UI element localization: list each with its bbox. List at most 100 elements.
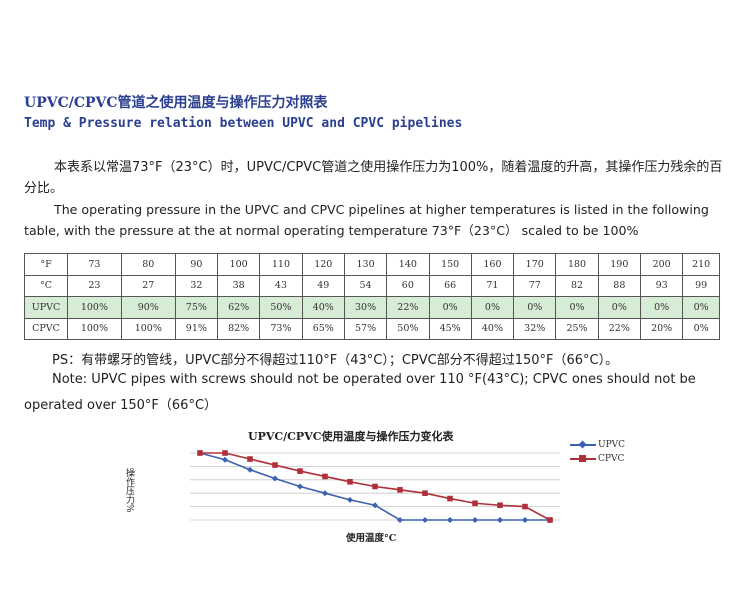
table-cell: 32 — [174, 274, 219, 297]
data-point-upvc — [247, 466, 253, 473]
table-cell: 82 — [555, 274, 599, 297]
intro-paragraph-cn: 本表系以常温73°F（23°C）时，UPVC/CPVC管道之使用操作压力为100… — [24, 160, 723, 196]
row-fahrenheit: °F 73 80 90 100 110 120 130 140 150 160 170 180 190 20… — [24, 253, 720, 276]
table-cell: 60 — [386, 274, 430, 297]
table-cell: 20% — [639, 317, 684, 340]
note-line-1: Note: UPVC pipes with screws should not … — [52, 372, 696, 387]
table-cell: 150 — [428, 253, 472, 276]
data-point-upvc — [297, 483, 303, 490]
table-cell: 54 — [343, 274, 388, 297]
table-cell: 80 — [120, 253, 176, 276]
table-cell: 0% — [682, 317, 720, 340]
table-cell: 22% — [386, 296, 430, 319]
page-title-en: Temp & Pressure relation between UPVC an… — [24, 116, 463, 131]
table-cell: 25% — [555, 317, 599, 340]
table-cell: 45% — [428, 317, 472, 340]
data-point-cpvc — [372, 483, 378, 490]
legend-item-upvc: UPVC — [570, 438, 625, 452]
data-point-cpvc — [547, 517, 553, 523]
table-cell: 50% — [259, 296, 303, 319]
data-point-cpvc — [422, 490, 428, 496]
table-cell: 0% — [513, 296, 557, 319]
table-cell: 0% — [597, 296, 641, 319]
table-cell: 22% — [597, 317, 641, 340]
data-point-upvc — [447, 517, 453, 523]
data-point-cpvc — [397, 487, 403, 493]
data-point-cpvc — [222, 450, 228, 456]
intro-paragraph-en: The operating pressure in the UPVC and C… — [24, 202, 709, 238]
table-cell: 100% — [67, 296, 122, 319]
table-cell: 0% — [555, 296, 599, 319]
table-cell: 50% — [386, 317, 430, 340]
data-point-cpvc — [497, 502, 503, 509]
table-cell: 99 — [682, 274, 720, 297]
table-cell: 110 — [259, 253, 303, 276]
table-cell: 0% — [470, 296, 515, 319]
table-cell: 73 — [67, 253, 122, 276]
table-cell: 71 — [470, 274, 515, 297]
table-cell: 0% — [639, 296, 684, 319]
data-point-cpvc — [447, 495, 453, 502]
table-cell: 90% — [120, 296, 176, 319]
table-cell: 82% — [217, 317, 261, 340]
table-cell: 49 — [301, 274, 345, 297]
data-point-upvc — [272, 475, 278, 482]
ps-note: PS：有带螺牙的管线，UPVC部分不得超过110°F（43°C）；CPVC部分不… — [52, 353, 619, 368]
table-cell: 100 — [217, 253, 261, 276]
data-point-cpvc — [272, 462, 278, 468]
table-cell: 0% — [428, 296, 472, 319]
data-point-cpvc — [247, 456, 253, 462]
table-cell: 160 — [470, 253, 515, 276]
legend-label-cpvc: CPVC — [598, 454, 625, 464]
table-cell: 43 — [259, 274, 303, 297]
legend-swatch-upvc — [570, 440, 596, 450]
table-cell: 120 — [301, 253, 345, 276]
page-title-cn: UPVC/CPVC管道之使用温度与操作压力对照表 — [24, 95, 328, 111]
data-point-upvc — [222, 456, 228, 463]
table-cell: 75% — [174, 296, 219, 319]
data-point-upvc — [322, 490, 328, 497]
table-cell: 210 — [682, 253, 720, 276]
table-cell: 65% — [301, 317, 345, 340]
data-point-upvc — [522, 517, 528, 523]
chart-x-axis-label: 使用温度°C — [346, 533, 397, 544]
row-label: UPVC — [24, 296, 68, 319]
data-point-upvc — [372, 502, 378, 509]
table-cell: 62% — [217, 296, 261, 319]
table-cell: 200 — [639, 253, 684, 276]
data-point-cpvc — [347, 479, 353, 485]
legend-label-upvc: UPVC — [598, 440, 626, 450]
row-celsius: °C 23 27 32 38 43 49 54 60 66 71 77 82 88 93 99 — [24, 274, 720, 297]
row-label: CPVC — [24, 317, 68, 340]
table-cell: 190 — [597, 253, 641, 276]
table-cell: 57% — [343, 317, 388, 340]
table-cell: 27 — [120, 274, 176, 297]
chart-title: UPVC/CPVC使用温度与操作压力变化表 — [248, 430, 454, 443]
data-point-upvc — [347, 496, 353, 503]
table-cell: 180 — [555, 253, 599, 276]
table-cell: 38 — [217, 274, 261, 297]
chart-legend: UPVC CPVC — [570, 438, 625, 466]
table-cell: 140 — [386, 253, 430, 276]
legend-swatch-cpvc — [570, 454, 596, 464]
note-line-2: operated over 150°F（66°C） — [24, 398, 218, 413]
data-point-upvc — [397, 517, 403, 523]
table-cell: 88 — [597, 274, 641, 297]
table-cell: 130 — [343, 253, 388, 276]
chart-y-axis-label: 操作压力% — [124, 468, 134, 513]
table-cell: 91% — [174, 317, 219, 340]
data-point-cpvc — [472, 500, 478, 507]
table-cell: 32% — [513, 317, 557, 340]
table-cell: 40% — [470, 317, 515, 340]
row-cpvc: CPVC 100% 100% 91% 82% 73% 65% 57% 50% 45% 40% 32% 2… — [24, 317, 720, 340]
data-point-cpvc — [522, 503, 528, 510]
data-point-cpvc — [197, 450, 203, 456]
table-cell: 73% — [259, 317, 303, 340]
data-point-cpvc — [297, 468, 303, 474]
data-point-upvc — [497, 517, 503, 523]
pressure-line-chart — [190, 450, 560, 523]
table-cell: 40% — [301, 296, 345, 319]
row-upvc: UPVC 100% 90% 75% 62% 50% 40% 30% 22% 0% 0% 0% 0% 0% 0… — [24, 296, 720, 319]
table-cell: 66 — [428, 274, 472, 297]
table-cell: 100% — [67, 317, 122, 340]
